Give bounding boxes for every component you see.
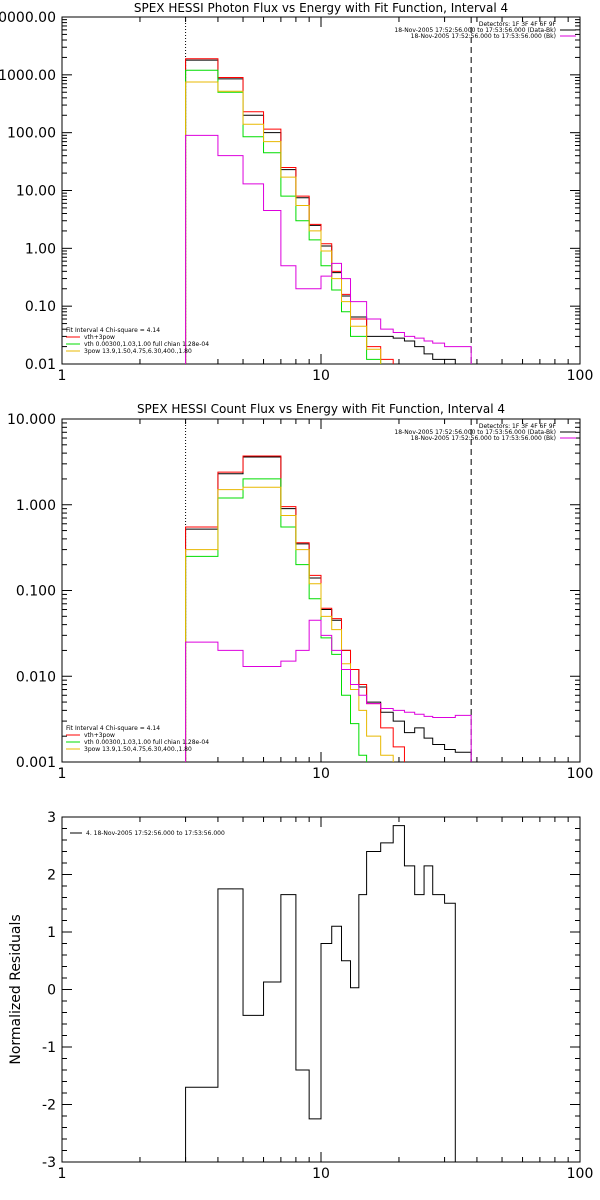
y-axis-label: Normalized Residuals xyxy=(8,914,24,1064)
series-line-5 xyxy=(185,134,472,364)
legend-label: vth+3pow xyxy=(84,732,115,739)
y-tick-label: 1.00 xyxy=(25,241,56,257)
y-tick-label: 3 xyxy=(47,810,56,826)
y-tick-label: 0 xyxy=(47,983,56,999)
y-tick-label: 10.000 xyxy=(7,412,56,428)
chart-title: SPEX HESSI Count Flux vs Energy with Fit… xyxy=(137,402,505,416)
header-line: 18-Nov-2005 17:52:56.000 to 17:53:56.000… xyxy=(394,27,556,34)
legend-label: vth 0.00300,1.03,1.00 full chian 1.28e-0… xyxy=(84,341,209,348)
series-line-4 xyxy=(185,81,382,364)
y-tick-label: -2 xyxy=(42,1098,56,1114)
legend-label: 3pow 13.9,1.50,4.75,6.30,400.,1.80 xyxy=(84,746,192,753)
y-tick-label: 0.01 xyxy=(25,357,56,373)
y-tick-label: 1000.00 xyxy=(0,68,56,84)
x-tick-label: 1 xyxy=(58,766,67,782)
x-tick-label: 10 xyxy=(312,368,330,384)
chart-title: SPEX HESSI Photon Flux vs Energy with Fi… xyxy=(134,1,508,15)
x-tick-label: 100 xyxy=(567,368,594,384)
series-line-3 xyxy=(185,69,382,364)
x-tick-label: 100 xyxy=(567,1166,594,1182)
legend-label: vth+3pow xyxy=(84,334,115,341)
series-line-1 xyxy=(185,59,472,365)
y-tick-label: -1 xyxy=(42,1040,56,1056)
y-tick-label: 1.000 xyxy=(16,498,56,514)
y-tick-label: 100.00 xyxy=(7,126,56,142)
y-tick-label: 0.10 xyxy=(25,299,56,315)
y-tick-label: 0.100 xyxy=(16,584,56,600)
series-line-5 xyxy=(185,619,472,762)
x-tick-label: 1 xyxy=(58,1166,67,1182)
y-tick-label: 2 xyxy=(47,868,56,884)
series-line-2 xyxy=(185,58,394,364)
series-line-3 xyxy=(185,478,368,762)
legend-label: 4. 18-Nov-2005 17:52:56.000 to 17:53:56.… xyxy=(86,830,225,837)
x-tick-label: 10 xyxy=(312,1166,330,1182)
x-tick-label: 100 xyxy=(567,766,594,782)
legend-label: vth 0.00300,1.03,1.00 full chian 1.28e-0… xyxy=(84,739,209,746)
y-tick-label: -3 xyxy=(42,1155,56,1171)
legend-label: 3pow 13.9,1.50,4.75,6.30,400.,1.80 xyxy=(84,348,192,355)
header-line: 18-Nov-2005 17:52:56.000 to 17:53:56.000… xyxy=(394,429,556,436)
series-line-4 xyxy=(185,486,394,762)
x-tick-label: 1 xyxy=(58,368,67,384)
legend-label: Fit Interval 4 Chi-square = 4.14 xyxy=(66,327,160,334)
plot-frame xyxy=(61,16,581,365)
header-line: Detectors: 1F 3F 4F 6F 9F xyxy=(479,423,557,430)
y-tick-label: 10.00 xyxy=(16,184,56,200)
series-line-1 xyxy=(185,825,456,1162)
y-tick-label: 0.010 xyxy=(16,669,56,685)
header-line: 18-Nov-2005 17:52:56.000 to 17:53:56.000… xyxy=(411,33,556,40)
chart-panel-2: SPEX HESSI Count Flux vs Energy with Fit… xyxy=(7,402,593,782)
chart-panel-1: SPEX HESSI Photon Flux vs Energy with Fi… xyxy=(0,1,593,384)
y-tick-label: 1 xyxy=(47,925,56,941)
y-tick-label: 0.001 xyxy=(16,755,56,771)
header-line: Detectors: 1F 3F 4F 6F 9F xyxy=(479,21,557,28)
x-tick-label: 10 xyxy=(312,766,330,782)
header-line: 18-Nov-2005 17:52:56.000 to 17:53:56.000… xyxy=(411,435,556,442)
legend-label: Fit Interval 4 Chi-square = 4.14 xyxy=(66,725,160,732)
